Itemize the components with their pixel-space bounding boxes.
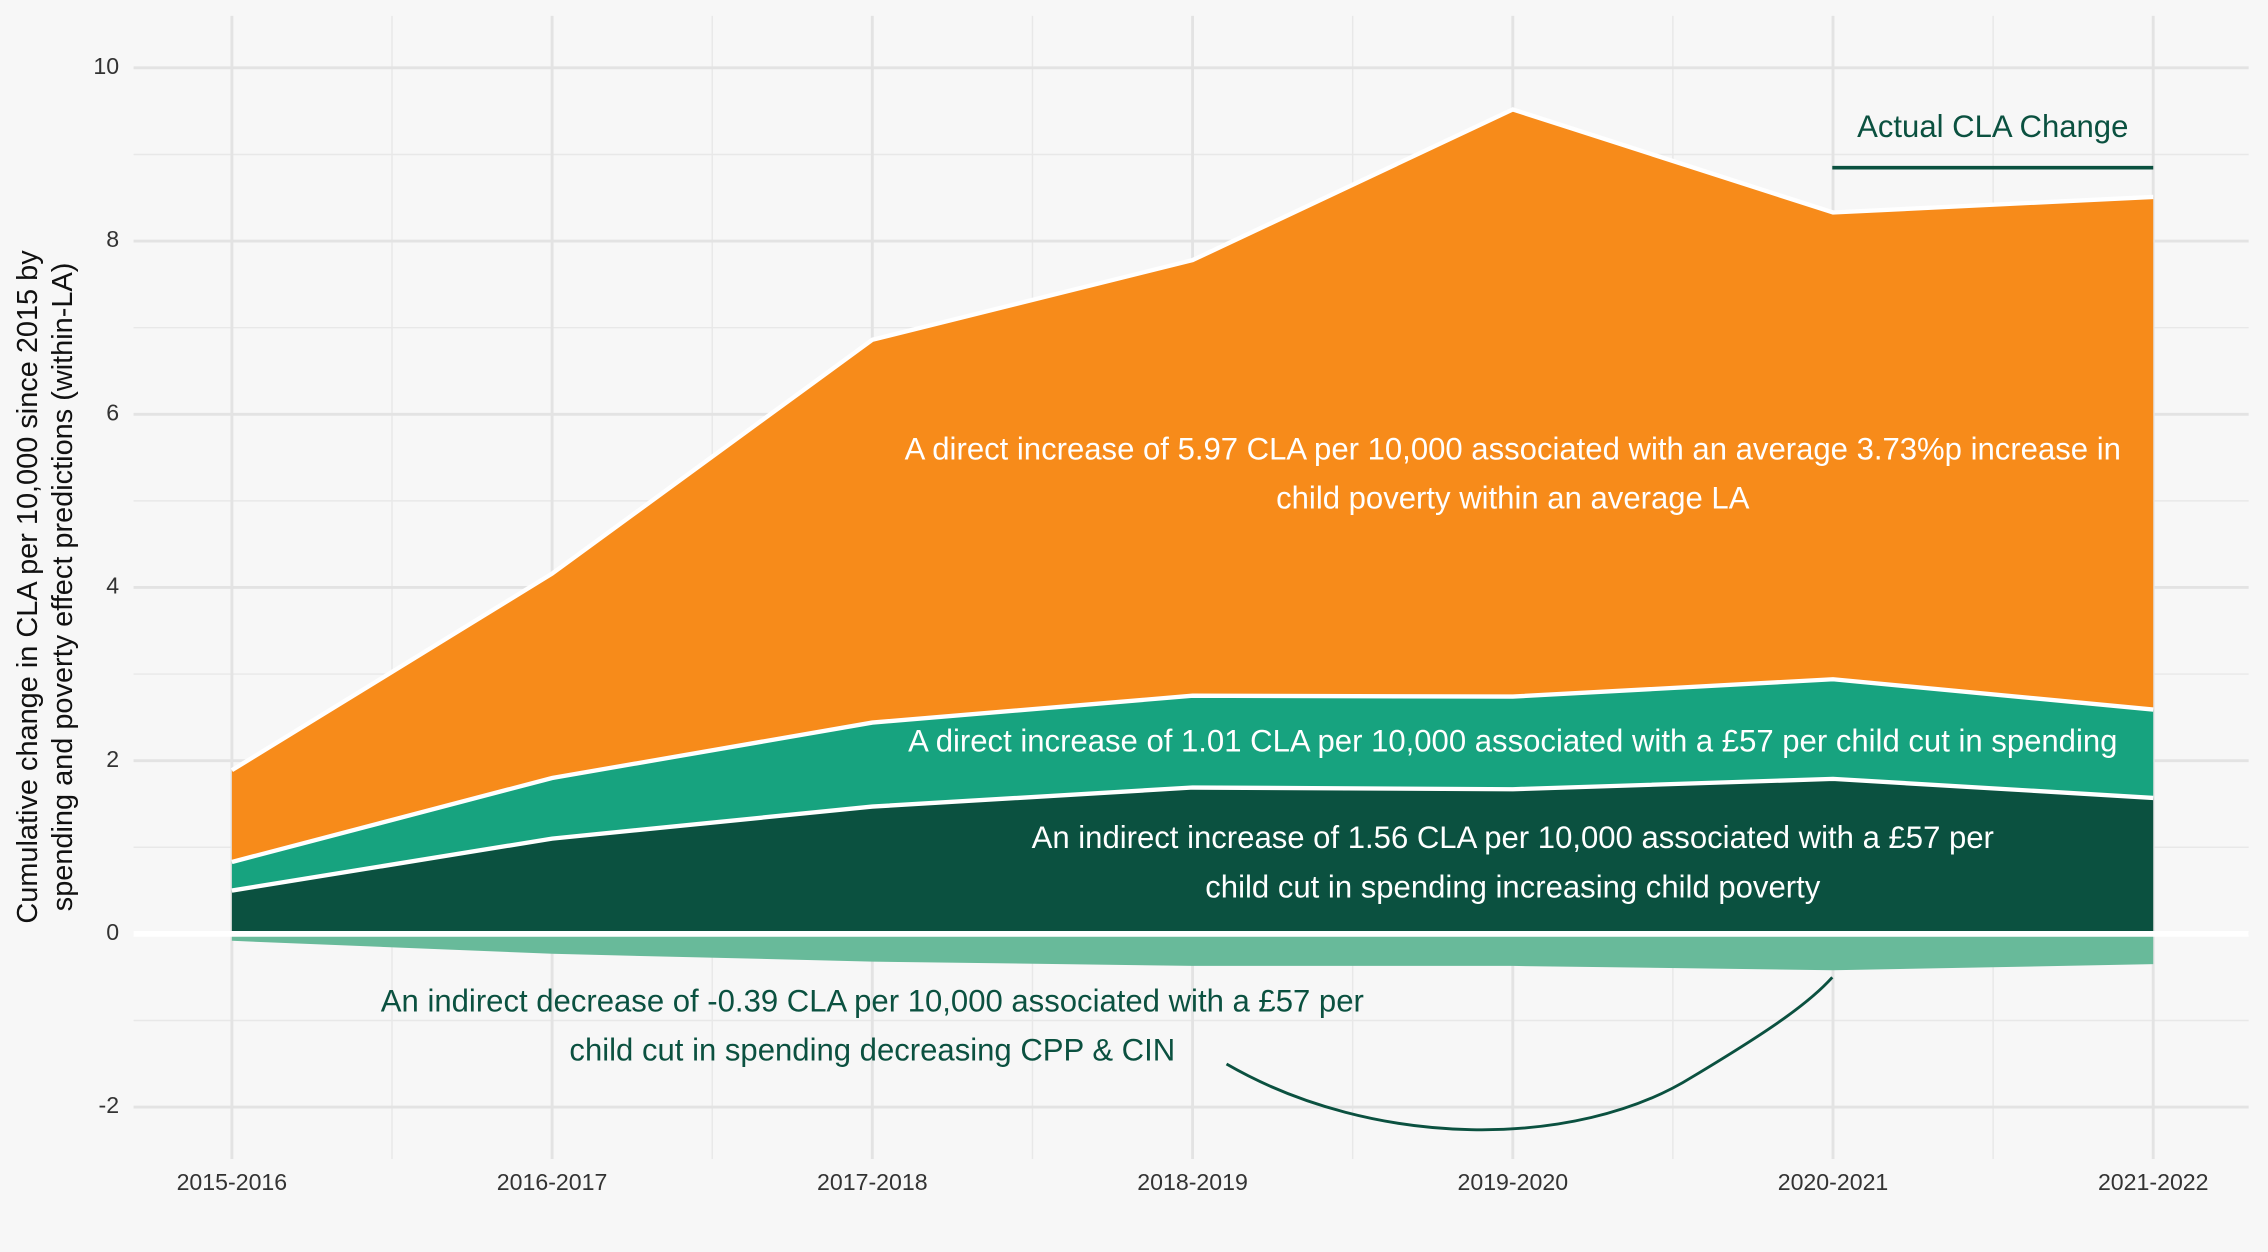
y-axis-label: Cumulative change in CLA per 10,000 sinc… <box>12 250 44 924</box>
y-tick-label: 6 <box>106 399 119 425</box>
area <box>231 933 2154 971</box>
annotation: An indirect decrease of -0.39 CLA per 10… <box>381 984 1364 1019</box>
annotation: Actual CLA Change <box>1857 109 2128 144</box>
y-tick-label: 4 <box>106 573 119 599</box>
annotation: child poverty within an average LA <box>1276 480 1750 515</box>
annotation: child cut in spending increasing child p… <box>1205 869 1820 904</box>
labels: -2 0 2 4 6 8 10 2015-2016 2016-2017 2017-2018 2018… <box>12 53 2208 1195</box>
area <box>231 679 2154 891</box>
area-boundary <box>231 677 2154 865</box>
x-tick-label: 2017-2018 <box>817 1169 928 1195</box>
y-tick-label: -2 <box>99 1092 120 1118</box>
area <box>231 778 2154 934</box>
annotation: child cut in spending decreasing CPP & C… <box>569 1033 1175 1068</box>
area-boundary <box>230 107 2154 773</box>
y-tick-label: 10 <box>93 53 119 79</box>
y-tick-label: 2 <box>106 746 119 772</box>
x-tick-label: 2020-2021 <box>1778 1169 1889 1195</box>
y-tick-label: 0 <box>106 919 119 945</box>
annotation: A direct increase of 1.01 CLA per 10,000… <box>908 723 2117 758</box>
x-tick-label: 2015-2016 <box>177 1169 288 1195</box>
annotation-arrow <box>1225 976 1834 1132</box>
area <box>231 109 2154 862</box>
x-tick-label: 2016-2017 <box>497 1169 608 1195</box>
annotation: A direct increase of 5.97 CLA per 10,000… <box>905 431 2121 466</box>
y-axis-label: spending and poverty effect predictions … <box>47 263 79 912</box>
x-tick-label: 2018-2019 <box>1137 1169 1248 1195</box>
x-tick-label: 2021-2022 <box>2098 1169 2209 1195</box>
x-tick-label: 2019-2020 <box>1457 1169 1568 1195</box>
areas <box>133 107 2249 971</box>
area-boundary <box>231 776 2154 893</box>
annotation: An indirect increase of 1.56 CLA per 10,… <box>1032 820 1994 855</box>
y-tick-label: 8 <box>106 226 119 252</box>
